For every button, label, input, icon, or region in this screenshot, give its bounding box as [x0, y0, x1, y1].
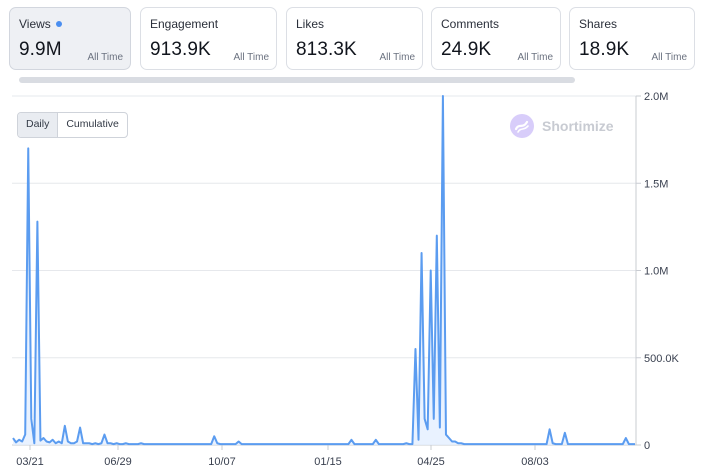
metric-value: 913.9K — [150, 39, 211, 60]
y-tick-label: 1.5M — [644, 178, 668, 190]
y-tick-label: 2.0M — [644, 91, 668, 103]
x-tick-label: 01/15 — [314, 456, 342, 468]
brand-name: Shortimize — [542, 118, 614, 134]
horizontal-scrollbar[interactable] — [19, 77, 575, 83]
shortimize-logo-icon — [510, 114, 534, 138]
y-tick-label: 500.0K — [644, 353, 680, 365]
metric-value: 9.9M — [19, 39, 62, 60]
y-tick-label: 0 — [644, 440, 650, 452]
x-tick-label: 08/03 — [521, 456, 549, 468]
metric-label: Engagement — [150, 17, 219, 31]
x-tick-label: 10/07 — [208, 456, 236, 468]
metric-range: All Time — [517, 52, 553, 63]
metric-card-engagement[interactable]: Engagement 913.9K All Time — [140, 7, 277, 70]
views-series-line — [12, 95, 635, 446]
metric-label: Comments — [441, 17, 500, 31]
metric-value: 813.3K — [296, 39, 357, 60]
metric-label: Likes — [296, 17, 325, 31]
metric-label: Views — [19, 17, 51, 31]
metric-card-likes[interactable]: Likes 813.3K All Time — [286, 7, 423, 70]
view-mode-toggle: Daily Cumulative — [17, 112, 128, 138]
metric-range: All Time — [651, 52, 687, 63]
x-tick-label: 04/25 — [417, 456, 445, 468]
metric-card-views[interactable]: Views 9.9M All Time — [9, 7, 131, 70]
metric-range: All Time — [87, 52, 123, 63]
metric-label: Shares — [579, 17, 618, 31]
x-tick-label: 03/21 — [16, 456, 44, 468]
brand-watermark: Shortimize — [510, 114, 614, 138]
metric-card-comments[interactable]: Comments 24.9K All Time — [431, 7, 561, 70]
metric-range: All Time — [233, 52, 269, 63]
metric-range: All Time — [379, 52, 415, 63]
metric-card-shares[interactable]: Shares 18.9K All Time — [569, 7, 695, 70]
y-tick-label: 1.0M — [644, 266, 668, 278]
metric-value: 24.9K — [441, 39, 492, 60]
active-dot-icon — [55, 20, 62, 27]
x-tick-label: 06/29 — [104, 456, 132, 468]
daily-toggle-button[interactable]: Daily — [18, 113, 59, 137]
metric-value: 18.9K — [579, 39, 630, 60]
cumulative-toggle-button[interactable]: Cumulative — [66, 118, 119, 130]
metric-cards: Views 9.9M All Time Engagement 913.9K Al… — [9, 7, 695, 71]
